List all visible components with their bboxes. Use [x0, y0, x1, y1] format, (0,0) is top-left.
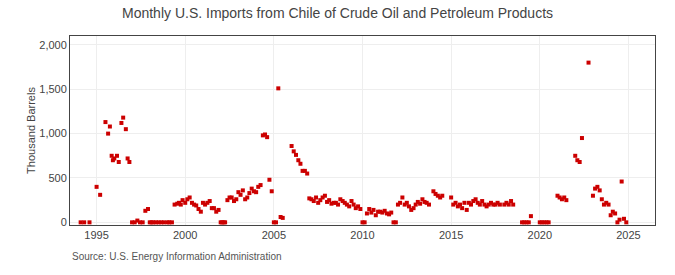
svg-text:Source: U.S. Energy Informatio: Source: U.S. Energy Information Administ… — [72, 251, 282, 262]
svg-text:2015: 2015 — [439, 229, 463, 241]
svg-text:1995: 1995 — [84, 229, 108, 241]
svg-text:1,000: 1,000 — [39, 127, 67, 139]
svg-text:2020: 2020 — [528, 229, 552, 241]
svg-text:Monthly U.S. Imports from Chil: Monthly U.S. Imports from Chile of Crude… — [122, 5, 553, 21]
svg-text:2025: 2025 — [616, 229, 640, 241]
svg-text:2010: 2010 — [350, 229, 374, 241]
svg-text:0: 0 — [61, 216, 67, 228]
svg-text:500: 500 — [48, 172, 66, 184]
svg-text:2000: 2000 — [173, 229, 197, 241]
svg-text:1,500: 1,500 — [39, 83, 67, 95]
svg-text:2,000: 2,000 — [39, 39, 67, 51]
svg-text:2005: 2005 — [262, 229, 286, 241]
svg-text:Thousand Barrels: Thousand Barrels — [25, 87, 37, 174]
